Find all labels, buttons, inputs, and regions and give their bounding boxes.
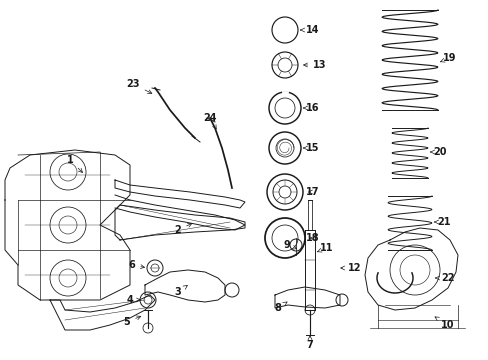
Text: 8: 8 [274,302,286,313]
Text: 11: 11 [317,243,333,253]
Text: 12: 12 [340,263,361,273]
Text: 21: 21 [433,217,450,227]
Text: 10: 10 [434,317,454,330]
Text: 15: 15 [303,143,319,153]
Text: 3: 3 [174,285,187,297]
Text: 18: 18 [305,233,319,243]
Text: 1: 1 [66,155,82,172]
Text: 24: 24 [203,113,216,129]
Text: 5: 5 [123,316,141,327]
Text: 20: 20 [429,147,446,157]
Text: 6: 6 [128,260,144,270]
Text: 2: 2 [174,224,191,235]
Text: 19: 19 [440,53,456,63]
Text: 14: 14 [300,25,319,35]
Text: 23: 23 [126,79,151,93]
Text: 9: 9 [283,240,296,250]
Text: 17: 17 [305,187,319,197]
Text: 22: 22 [435,273,454,283]
Text: 7: 7 [306,336,313,350]
Text: 16: 16 [303,103,319,113]
Text: 13: 13 [303,60,326,70]
Text: 4: 4 [126,295,140,305]
